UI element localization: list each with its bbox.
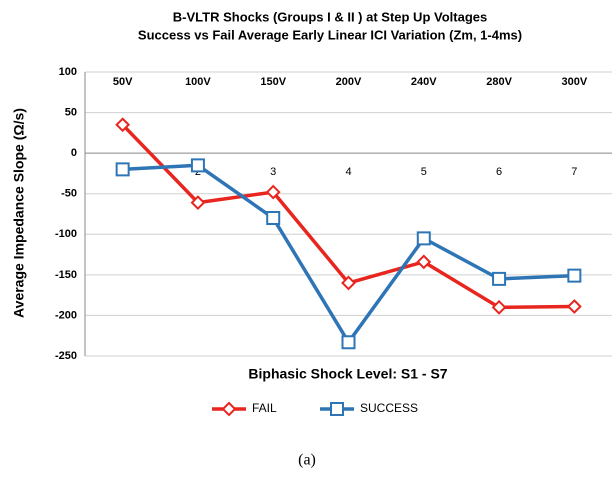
data-point xyxy=(115,117,131,133)
legend-label: FAIL xyxy=(252,401,277,415)
chart-subtitle: Success vs Fail Average Early Linear ICI… xyxy=(138,27,522,42)
x-tick-label: 7 xyxy=(571,166,577,178)
annotation: 50V xyxy=(113,76,133,88)
y-tick-label: -50 xyxy=(61,188,77,200)
y-tick-label: 100 xyxy=(59,66,77,78)
legend-marker xyxy=(330,402,344,416)
caption: (a) xyxy=(298,452,316,469)
x-axis-title: Biphasic Shock Level: S1 - S7 xyxy=(248,366,447,382)
y-tick-label: -100 xyxy=(55,228,77,240)
x-tick-label: 3 xyxy=(270,166,276,178)
x-tick-label: 6 xyxy=(496,166,502,178)
data-point xyxy=(190,158,205,173)
y-axis-title: Average Impedance Slope (Ω/s) xyxy=(11,108,27,318)
data-point xyxy=(566,299,582,314)
chart-title: B-VLTR Shocks (Groups I & II ) at Step U… xyxy=(173,9,487,24)
data-point xyxy=(492,271,507,286)
annotation: 200V xyxy=(336,76,362,88)
annotation: 100V xyxy=(185,76,211,88)
data-point xyxy=(266,211,281,226)
data-point xyxy=(416,254,432,270)
data-point xyxy=(115,162,130,177)
y-tick-label: -150 xyxy=(55,269,77,281)
data-point xyxy=(416,231,431,246)
data-point xyxy=(491,299,507,315)
data-point xyxy=(341,335,356,350)
legend-label: SUCCESS xyxy=(360,401,418,415)
data-point xyxy=(265,184,281,200)
y-tick-label: 50 xyxy=(65,106,77,118)
y-tick-label: -250 xyxy=(55,350,77,362)
x-tick-label: 4 xyxy=(345,166,351,178)
data-point xyxy=(341,275,356,291)
data-point xyxy=(567,268,582,283)
y-tick-label: -200 xyxy=(55,309,77,321)
annotation: 240V xyxy=(411,76,437,88)
x-tick-label: 5 xyxy=(421,166,427,178)
annotation: 280V xyxy=(486,76,512,88)
data-point xyxy=(190,195,206,211)
annotation: 150V xyxy=(260,76,286,88)
legend-marker xyxy=(221,401,237,417)
annotation: 300V xyxy=(562,76,588,88)
y-tick-label: 0 xyxy=(71,147,77,159)
